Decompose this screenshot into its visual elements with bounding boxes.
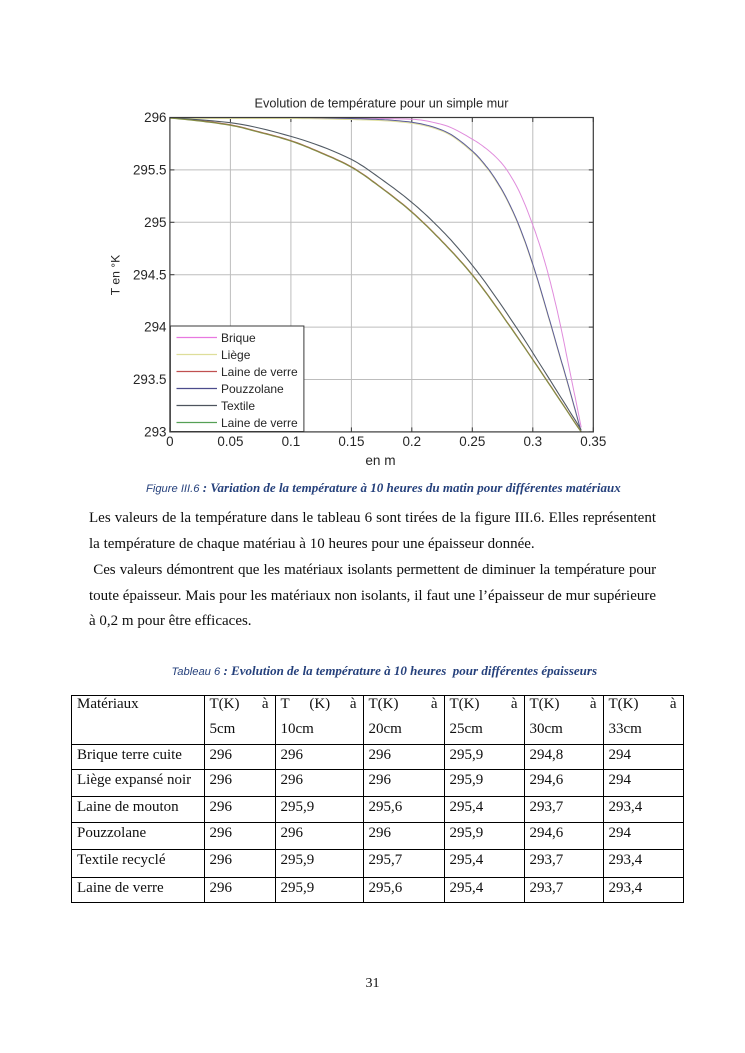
svg-text:0: 0 [166,434,173,449]
svg-text:Brique: Brique [221,331,256,345]
svg-text:296: 296 [144,110,166,125]
svg-text:0.2: 0.2 [402,434,421,449]
svg-text:0.25: 0.25 [459,434,485,449]
svg-text:295: 295 [144,215,166,230]
svg-text:293.5: 293.5 [133,372,167,387]
svg-text:0.35: 0.35 [580,434,606,449]
svg-text:Evolution de température pour: Evolution de température pour un simple … [255,97,510,111]
svg-text:293: 293 [144,425,166,440]
svg-text:Pouzzolane: Pouzzolane [221,382,284,396]
svg-text:Liège: Liège [221,348,251,362]
svg-text:Textile: Textile [221,399,255,413]
svg-text:Laine de verre: Laine de verre [221,365,298,379]
svg-text:Laine de verre: Laine de verre [221,416,298,430]
svg-text:295.5: 295.5 [133,163,167,178]
svg-text:0.1: 0.1 [282,434,301,449]
svg-text:294.5: 294.5 [133,267,167,282]
svg-text:0.15: 0.15 [338,434,364,449]
svg-text:0.05: 0.05 [217,434,243,449]
svg-text:en m: en m [365,453,395,468]
svg-text:294: 294 [144,320,167,335]
svg-text:T en °K: T en °K [109,255,123,296]
svg-text:0.3: 0.3 [523,434,542,449]
